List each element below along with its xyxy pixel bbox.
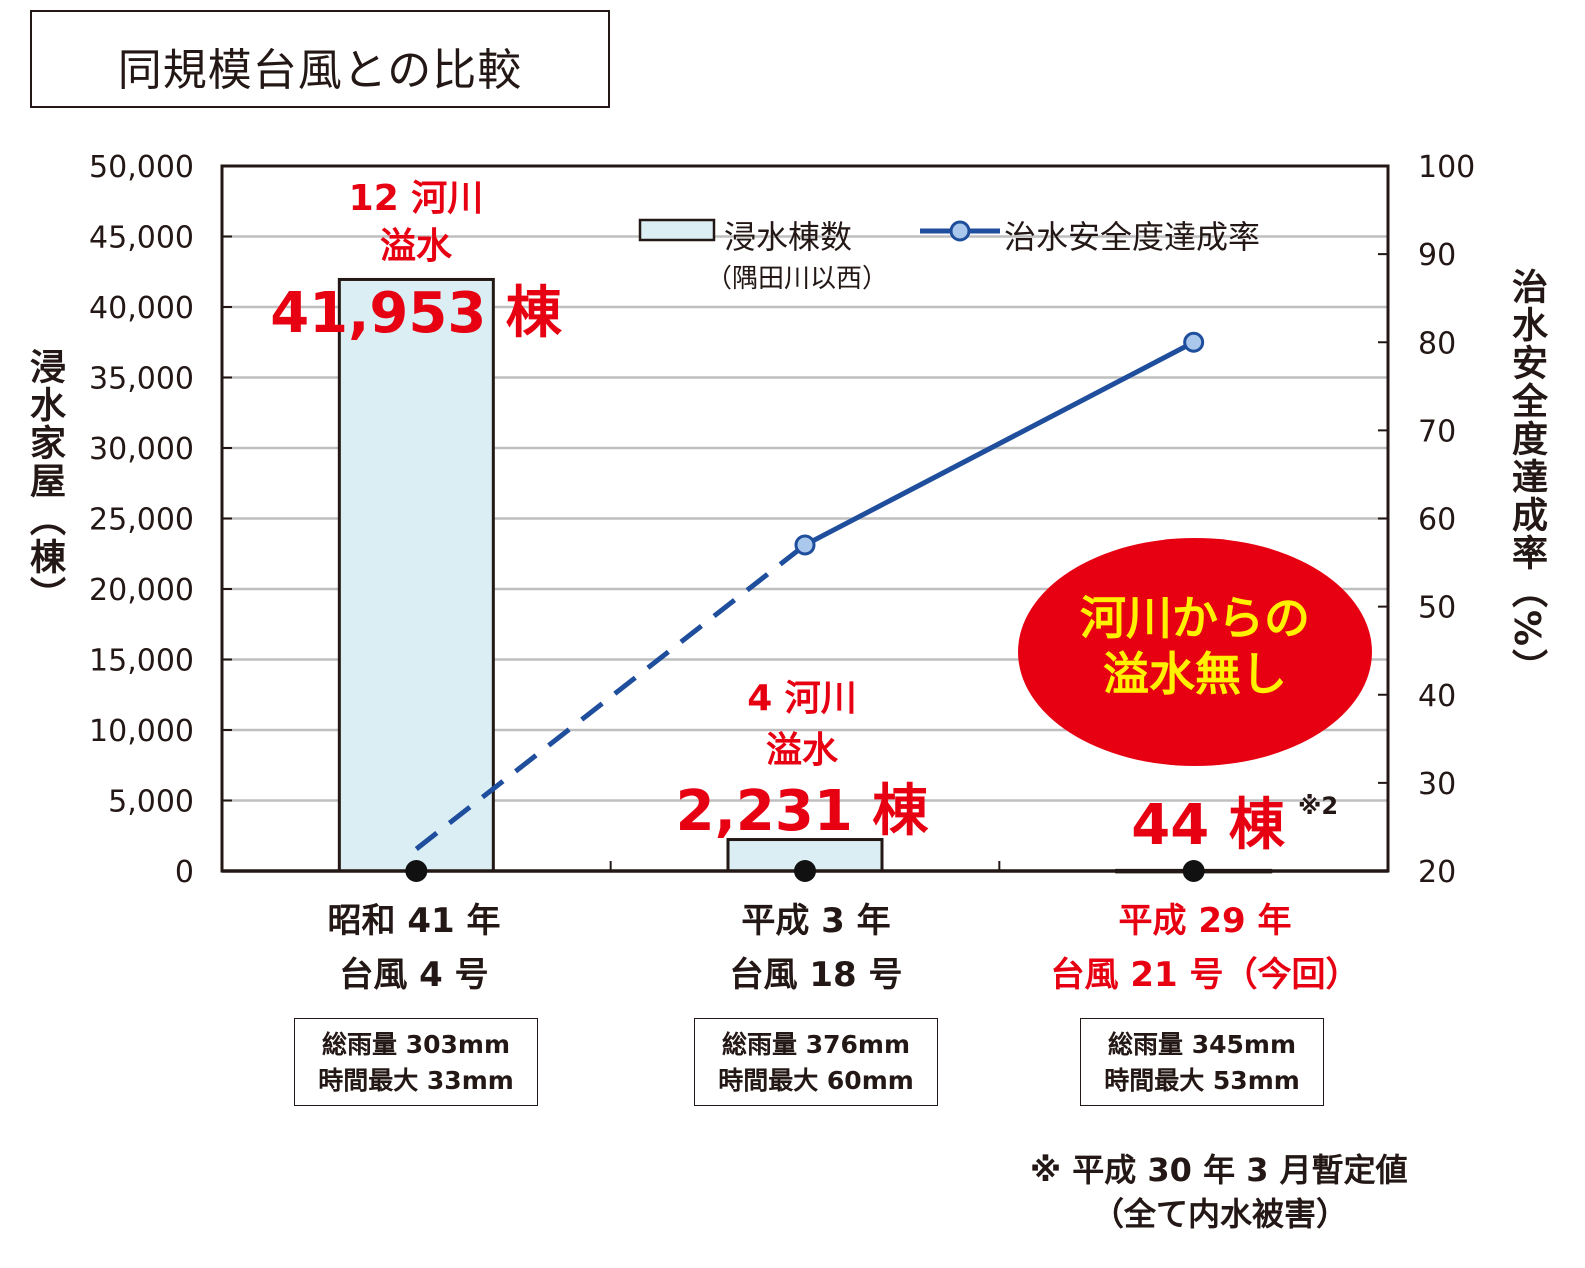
- category-label-3: 平成 29 年 台風 21 号（今回）: [1010, 894, 1400, 1002]
- y-left-tick-label: 50,000: [89, 150, 194, 185]
- callout-text: 河川からの 溢水無し: [1018, 590, 1372, 702]
- rainfall-box-1: 総雨量 303mm 時間最大 33mm: [294, 1018, 538, 1106]
- category-label-2: 平成 3 年 台風 18 号: [656, 894, 976, 1002]
- chart-title: 同規模台風との比較: [117, 45, 523, 96]
- category-dot: [794, 860, 816, 882]
- annotation-note-mark: ※2: [1298, 792, 1339, 820]
- rainfall-total-1: 総雨量 303mm: [322, 1030, 510, 1059]
- callout-line-2: 溢水無し: [1103, 647, 1287, 701]
- y-axis-left-label: 浸水家屋（棟）: [24, 348, 65, 614]
- rainfall-box-2: 総雨量 376mm 時間最大 60mm: [694, 1018, 938, 1106]
- callout-line-1: 河川からの: [1080, 591, 1310, 645]
- y-left-tick-label: 30,000: [89, 432, 194, 467]
- footnote-line-2: （全て内水被害）: [1092, 1195, 1349, 1233]
- annotation-overflow-2: 溢水: [765, 730, 838, 771]
- y-left-tick-label: 35,000: [89, 362, 194, 397]
- category-label-3-line1: 平成 29 年: [1118, 901, 1292, 941]
- line-point: [794, 534, 816, 556]
- y-right-tick-label: 100: [1418, 150, 1475, 185]
- y-left-tick-label: 0: [175, 855, 194, 890]
- rainfall-max-1: 時間最大 33mm: [318, 1066, 514, 1095]
- y-left-tick-label: 20,000: [89, 573, 194, 608]
- category-label-3-line2: 台風 21 号（今回）: [1050, 955, 1360, 995]
- legend-line-marker: [949, 220, 971, 242]
- line-segment: [803, 340, 1195, 548]
- annotation-count-2: 2,231 棟: [675, 779, 929, 844]
- rainfall-box-3: 総雨量 345mm 時間最大 53mm: [1080, 1018, 1324, 1106]
- category-label-2-line1: 平成 3 年: [741, 901, 891, 941]
- y-right-tick-label: 20: [1418, 855, 1456, 890]
- annotation-count-3: 44 棟: [1131, 793, 1285, 858]
- y-right-tick-label: 80: [1418, 326, 1456, 361]
- title-box: 同規模台風との比較: [30, 10, 610, 108]
- legend-bar-swatch: [638, 218, 716, 242]
- y-right-tick-label: 50: [1418, 591, 1456, 626]
- y-left-tick-label: 45,000: [89, 221, 194, 256]
- line-point: [1183, 331, 1205, 353]
- legend-line-label: 治水安全度達成率: [1004, 218, 1261, 256]
- category-label-2-line2: 台風 18 号: [729, 955, 903, 995]
- rainfall-max-3: 時間最大 53mm: [1104, 1066, 1300, 1095]
- bar: [337, 277, 495, 873]
- footnote-line-1: ※ 平成 30 年 3 月暫定値: [1030, 1151, 1408, 1189]
- y-axis-right-label: 治水安全度達成率（%）: [1506, 268, 1547, 687]
- annotation-count-1: 41,953 棟: [270, 281, 562, 346]
- y-right-tick-label: 40: [1418, 679, 1456, 714]
- y-left-tick-label: 40,000: [89, 291, 194, 326]
- y-left-tick-label: 25,000: [89, 503, 194, 538]
- rainfall-total-3: 総雨量 345mm: [1108, 1030, 1296, 1059]
- legend-bar-label: 浸水棟数: [724, 218, 853, 256]
- annotation-rivers-2: 4 河川: [747, 678, 857, 719]
- y-left-tick-label: 15,000: [89, 644, 194, 679]
- callout-ellipse: 河川からの 溢水無し: [1018, 538, 1372, 766]
- category-label-1-line2: 台風 4 号: [339, 955, 489, 995]
- y-right-tick-label: 90: [1418, 238, 1456, 273]
- y-left-tick-label: 5,000: [108, 785, 194, 820]
- y-left-tick-label: 10,000: [89, 714, 194, 749]
- y-right-tick-label: 60: [1418, 503, 1456, 538]
- annotation-overflow-1: 溢水: [379, 226, 452, 267]
- category-label-1-line1: 昭和 41 年: [327, 901, 501, 941]
- rainfall-total-2: 総雨量 376mm: [722, 1030, 910, 1059]
- category-dot: [405, 860, 428, 882]
- category-label-1: 昭和 41 年 台風 4 号: [254, 894, 574, 1002]
- category-dot: [1182, 860, 1205, 882]
- legend-bar-sublabel: （隅田川以西）: [706, 264, 889, 294]
- annotation-rivers-1: 12 河川: [348, 178, 484, 219]
- y-right-tick-label: 70: [1418, 414, 1456, 449]
- footnote: ※ 平成 30 年 3 月暫定値 （全て内水被害）: [1030, 1148, 1570, 1236]
- rainfall-max-2: 時間最大 60mm: [718, 1066, 914, 1095]
- y-right-tick-label: 30: [1418, 767, 1456, 802]
